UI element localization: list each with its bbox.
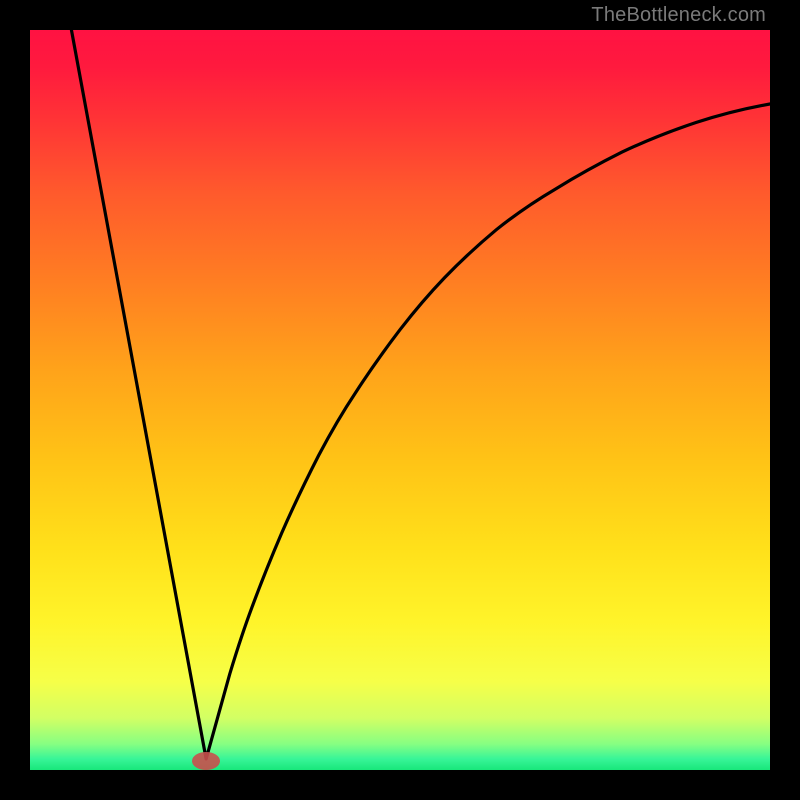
watermark-text: TheBottleneck.com <box>591 4 766 27</box>
bottleneck-curve <box>30 30 770 770</box>
chart-outer-frame: TheBottleneck.com <box>0 0 800 800</box>
optimal-point-marker <box>192 752 220 770</box>
plot-area <box>30 30 770 770</box>
